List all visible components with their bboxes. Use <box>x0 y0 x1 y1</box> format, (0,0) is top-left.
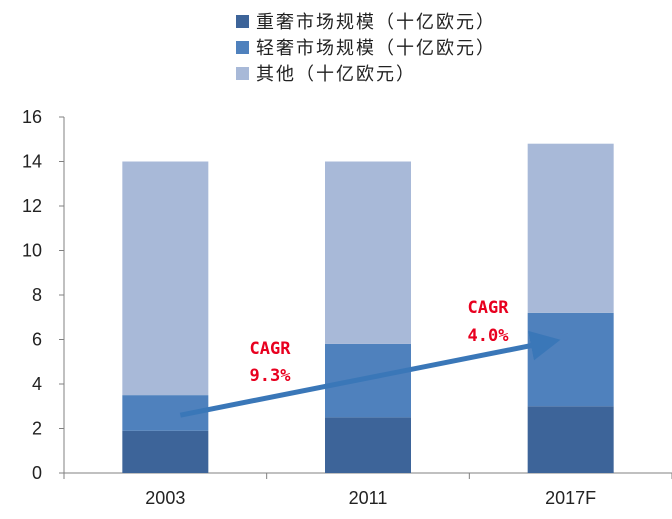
bar-segment-2011-series-0 <box>325 417 411 473</box>
y-tick-label: 14 <box>22 152 42 172</box>
cagr-2003-2011-title: CAGR <box>250 339 292 359</box>
bar-segment-2003-series-0 <box>122 430 209 473</box>
bars <box>122 143 614 473</box>
y-tick-label: 10 <box>22 241 42 261</box>
y-tick-label: 2 <box>32 419 42 439</box>
legend: 重奢市场规模（十亿欧元） 轻奢市场规模（十亿欧元） 其他（十亿欧元） <box>236 8 496 86</box>
legend-label-light-luxury: 轻奢市场规模（十亿欧元） <box>256 38 496 59</box>
trend-arrow <box>179 330 561 418</box>
legend-item-light-luxury: 轻奢市场规模（十亿欧元） <box>236 34 496 60</box>
bar-segment-2011-series-2 <box>325 161 411 344</box>
legend-item-heavy-luxury: 重奢市场规模（十亿欧元） <box>236 8 496 34</box>
legend-swatch-heavy-luxury <box>236 14 249 28</box>
y-tick-label: 0 <box>32 463 42 483</box>
cagr-2011-2017-value: 4.0% <box>468 326 510 346</box>
bar-segment-2011-series-1 <box>325 343 411 418</box>
x-tick-label: 2003 <box>145 488 185 508</box>
bar-segment-2003-series-2 <box>122 161 209 396</box>
y-tick-label: 12 <box>22 196 42 216</box>
y-tick-label: 16 <box>22 107 42 127</box>
overlay: CAGR 9.3% CAGR 4.0% <box>179 298 561 418</box>
bar-segment-2017F-series-2 <box>527 143 614 313</box>
legend-swatch-light-luxury <box>236 40 249 54</box>
y-tick-label: 8 <box>32 285 42 305</box>
bar-segment-2017F-series-1 <box>527 312 614 407</box>
legend-swatch-other <box>236 66 249 80</box>
legend-label-heavy-luxury: 重奢市场规模（十亿欧元） <box>256 12 496 33</box>
cagr-2011-2017-title: CAGR <box>468 298 510 318</box>
y-tick-label: 4 <box>32 374 42 394</box>
bar-segment-2017F-series-0 <box>527 406 614 473</box>
y-tick-label: 6 <box>32 330 42 350</box>
x-tick-label: 2011 <box>349 488 388 508</box>
cagr-2003-2011-value: 9.3% <box>250 366 292 386</box>
legend-label-other: 其他（十亿欧元） <box>256 64 416 85</box>
legend-item-other: 其他（十亿欧元） <box>236 60 496 86</box>
x-tick-label: 2017F <box>545 488 596 508</box>
